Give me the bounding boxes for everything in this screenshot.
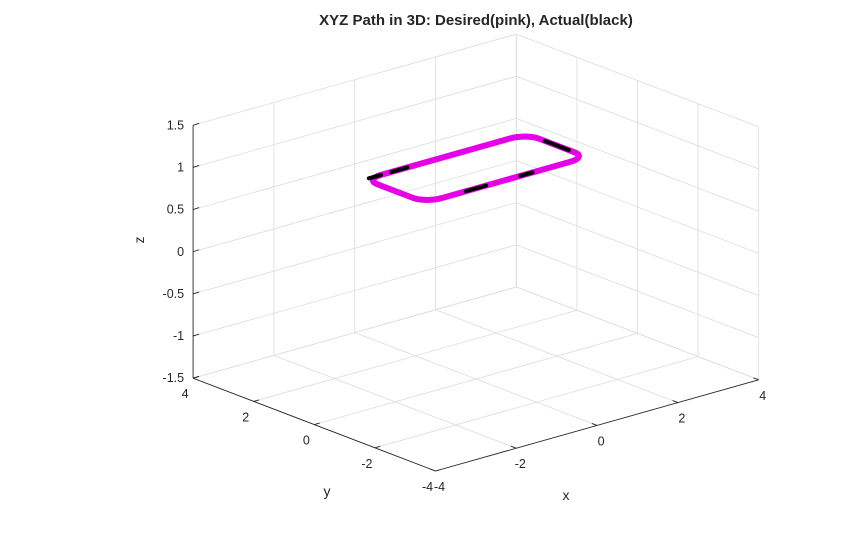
y-tick-label: -2 <box>361 457 372 471</box>
chart-title: XYZ Path in 3D: Desired(pink), Actual(bl… <box>319 12 633 29</box>
data-layer <box>366 133 582 203</box>
y-tick-mark <box>374 445 381 449</box>
grid-line-side-z <box>516 33 759 128</box>
grid-line-back-z <box>192 75 517 168</box>
z-tick-label: 1.5 <box>167 118 184 132</box>
z-tick-label: 1 <box>177 160 184 174</box>
z-tick-mark <box>192 249 200 253</box>
grid-line-side-z <box>516 75 759 170</box>
tick-layer: -4 -2 0 2 4 -4 -2 0 2 4 -1.5 -1 -0.5 0 0.5 1 1.5 <box>163 118 767 494</box>
y-tick-mark <box>435 469 441 472</box>
series-actual-segment-3 <box>542 138 571 153</box>
z-tick-mark <box>192 333 200 337</box>
grid-line-side-z <box>516 244 759 339</box>
x-tick-label: 4 <box>759 389 766 403</box>
grid-line-back-z <box>192 33 517 126</box>
y-tick-mark <box>253 399 260 402</box>
grid-line-side-z <box>516 202 759 296</box>
x-tick-mark <box>672 400 679 404</box>
grid-line-back-z <box>192 244 517 337</box>
y-tick-label: 0 <box>303 434 310 448</box>
x-tick-label: 0 <box>598 434 605 448</box>
axis-layer <box>192 122 759 472</box>
series-actual-segment-2 <box>389 165 410 175</box>
grid-line-back-z <box>192 118 517 210</box>
grid-line-back-z <box>192 160 517 253</box>
x-axis-label: x <box>563 487 570 503</box>
z-tick-mark <box>192 291 200 295</box>
x-tick-label: -4 <box>434 480 445 494</box>
z-tick-mark <box>192 375 200 379</box>
y-tick-label: 2 <box>242 410 249 424</box>
grid-line-side-z <box>516 286 759 381</box>
grid-line-back-z <box>192 286 517 379</box>
grid-layer <box>192 33 760 472</box>
z-tick-label: 0 <box>177 245 184 259</box>
y-tick-label: 4 <box>182 387 189 401</box>
x-tick-mark <box>430 468 436 472</box>
z-tick-label: -0.5 <box>163 287 185 301</box>
z-tick-mark <box>192 207 200 211</box>
series-actual-segment-1 <box>518 170 535 178</box>
x-tick-mark <box>510 445 517 449</box>
z-tick-mark <box>192 122 200 126</box>
grid-line-floor-y <box>374 356 699 449</box>
series-actual-segment-4 <box>366 172 383 181</box>
grid-line-back-z <box>192 202 517 295</box>
grid-line-side-z <box>516 118 759 212</box>
series-actual-segment-0 <box>463 183 488 194</box>
grid-line-floor-y <box>253 309 578 402</box>
x-tick-mark <box>753 377 759 381</box>
x-tick-mark <box>591 422 598 426</box>
x-tick-label: 2 <box>678 412 685 426</box>
y-axis-label: y <box>324 483 331 499</box>
z-tick-label: -1 <box>173 329 184 343</box>
z-tick-mark <box>192 165 200 168</box>
z-tick-label: -1.5 <box>163 371 185 385</box>
z-tick-label: 0.5 <box>167 203 184 217</box>
grid-line-side-z <box>516 160 759 254</box>
y-tick-label: -4 <box>422 480 433 494</box>
y-tick-mark <box>314 422 320 426</box>
z-axis-label: z <box>131 237 147 244</box>
grid-line-floor-y <box>314 333 638 425</box>
x-tick-label: -2 <box>515 457 526 471</box>
